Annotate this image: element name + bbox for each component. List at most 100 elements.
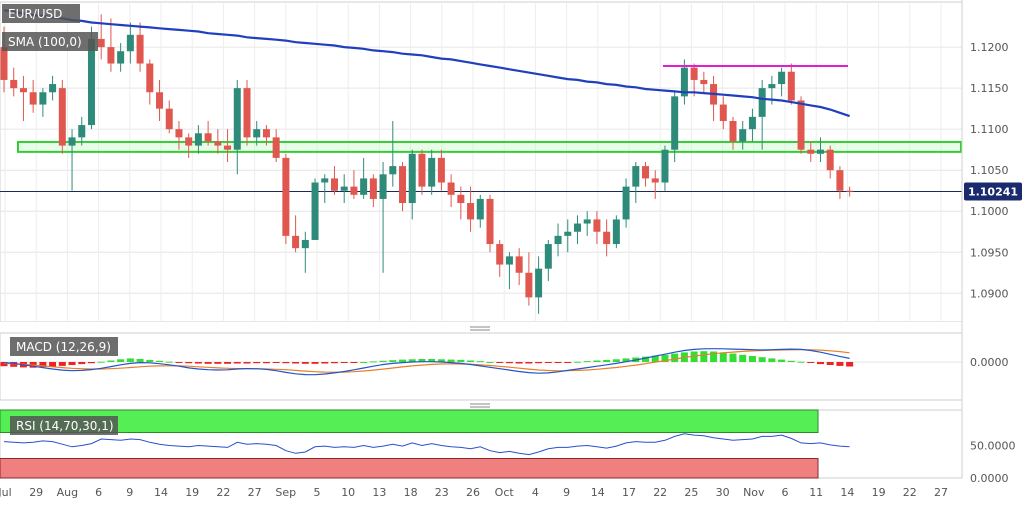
rsi-y-tick-label: 50.0000 [970, 440, 1016, 453]
x-tick-label: 29 [29, 486, 43, 499]
candle-body [447, 182, 455, 195]
main-panel-label: EUR/USD [8, 7, 62, 21]
candle-body [243, 88, 251, 138]
macd-histogram-bar [447, 359, 455, 362]
macd-histogram-bar [146, 359, 154, 362]
candle-body [680, 67, 688, 97]
candle-body [544, 244, 552, 269]
candle-body [311, 182, 319, 240]
rsi-y-tick-label: 0.0000 [970, 472, 1009, 485]
candle-body [846, 190, 854, 192]
macd-histogram-bar [194, 362, 202, 364]
macd-histogram-bar [787, 360, 795, 362]
macd-histogram-bar [39, 362, 47, 368]
macd-line [3, 348, 850, 376]
candle-body [690, 67, 698, 80]
candle-body [758, 88, 766, 117]
candle-body [826, 149, 834, 171]
candle-body [612, 219, 620, 245]
x-tick-label: 11 [809, 486, 823, 499]
candle-body [486, 198, 494, 245]
macd-signal-line [3, 349, 850, 373]
candle-body [29, 92, 37, 105]
macd-histogram-bar [58, 362, 66, 366]
x-tick-label: 14 [154, 486, 168, 499]
y-tick-label: 1.1100 [970, 123, 1009, 136]
candle-body [642, 166, 650, 179]
candle-body [136, 34, 144, 64]
x-tick-label: 19 [872, 486, 886, 499]
candle-body [39, 92, 47, 105]
candle-body [807, 149, 815, 154]
macd-y-tick-label: 0.0000 [970, 356, 1009, 369]
candle-body [350, 186, 358, 195]
macd-histogram-bar [729, 353, 737, 362]
macd-histogram-bar [311, 362, 319, 364]
macd-histogram-bar [389, 360, 397, 362]
candle-body [0, 47, 8, 80]
candle-body [156, 92, 164, 109]
macd-histogram-bar [428, 359, 436, 362]
candle-body [554, 235, 562, 245]
macd-histogram-bar [826, 362, 834, 365]
macd-histogram-bar [836, 362, 844, 366]
sma-overlay-label: SMA (100,0) [8, 35, 82, 49]
candle-body [399, 166, 407, 204]
x-tick-label: 9 [563, 486, 570, 499]
macd-histogram-bar [544, 362, 552, 363]
macd-histogram-bar [321, 362, 329, 364]
candle-body [768, 84, 776, 89]
candle-body [671, 96, 679, 150]
candle-body [651, 178, 659, 183]
x-tick-label: 14 [840, 486, 854, 499]
candle-body [476, 198, 484, 220]
macd-histogram-bar [690, 351, 698, 362]
macd-histogram-bar [224, 362, 232, 364]
x-tick-label: 22 [653, 486, 667, 499]
macd-histogram-bar [107, 360, 115, 362]
macd-histogram-bar [408, 359, 416, 362]
x-tick-label: 17 [622, 486, 636, 499]
macd-histogram-bar [0, 362, 8, 367]
candle-body [593, 219, 601, 232]
macd-histogram-bar [573, 361, 581, 363]
x-tick-label: 26 [466, 486, 480, 499]
macd-histogram-bar [457, 359, 465, 362]
macd-histogram-bar [593, 360, 601, 362]
macd-histogram-bar [768, 358, 776, 362]
macd-histogram-bar [253, 362, 261, 364]
x-tick-label: 4 [532, 486, 539, 499]
candle-body [165, 108, 173, 130]
candle-body [748, 116, 756, 130]
x-tick-label: 23 [435, 486, 449, 499]
candle-body [787, 71, 795, 101]
macd-histogram-bar [564, 362, 572, 363]
candle-body [418, 153, 426, 187]
candle-body [535, 268, 543, 298]
macd-histogram-bar [68, 362, 76, 365]
macd-histogram-bar [486, 362, 494, 363]
candle-body [321, 178, 329, 183]
candle-body [58, 88, 66, 146]
candle-body [525, 272, 533, 298]
x-tick-label: 18 [404, 486, 418, 499]
candle-body [107, 47, 115, 64]
x-tick-label: 10 [341, 486, 355, 499]
macd-histogram-bar [369, 361, 377, 363]
candle-body [214, 141, 222, 146]
macd-histogram-bar [292, 362, 300, 364]
macd-histogram-bar [622, 358, 630, 362]
x-tick-label: 19 [185, 486, 199, 499]
macd-histogram-bar [49, 362, 57, 367]
candle-body [292, 235, 300, 249]
x-tick-label: 6 [782, 486, 789, 499]
macd-histogram-bar [340, 362, 348, 363]
candle-body [194, 133, 202, 146]
candle-body [253, 129, 261, 138]
macd-histogram-bar [612, 359, 620, 362]
candle-body [224, 145, 232, 150]
y-tick-label: 1.1050 [970, 164, 1009, 177]
macd-histogram-bar [262, 362, 270, 364]
x-tick-label: 25 [684, 486, 698, 499]
macd-histogram-bar [583, 361, 591, 363]
